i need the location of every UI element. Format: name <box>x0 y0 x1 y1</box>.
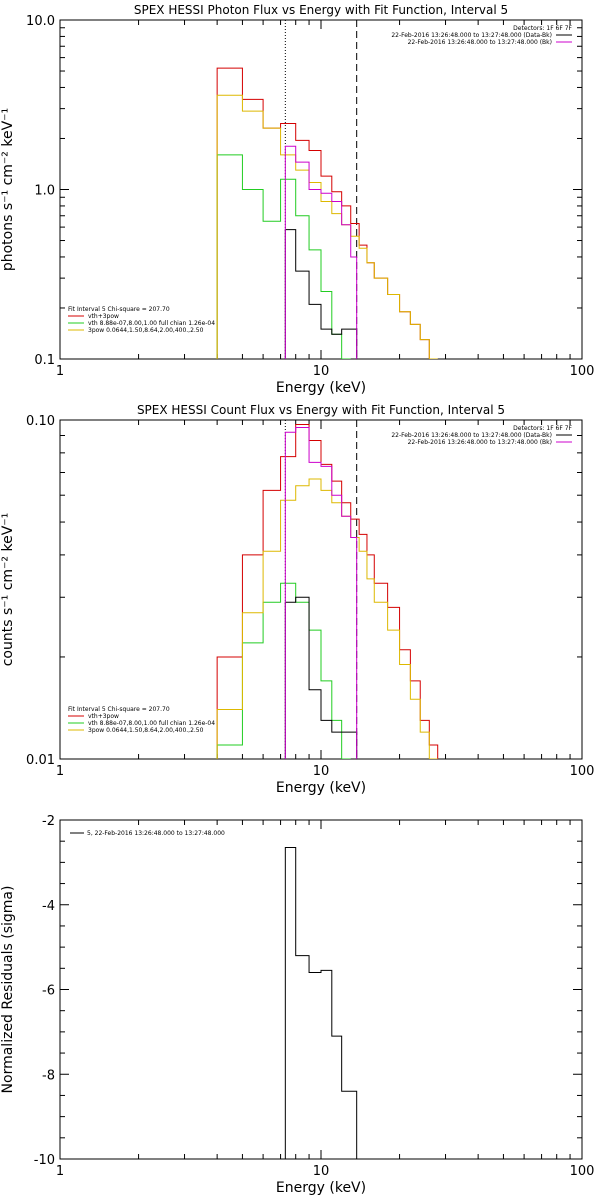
legend-right-entry: 22-Feb-2016 13:26:48.000 to 13:27:48.000… <box>391 32 552 39</box>
y-tick-label: 1.0 <box>34 184 55 199</box>
y-axis-label: photons s⁻¹ cm⁻² keV⁻¹ <box>0 108 16 271</box>
x-tick-label: 1 <box>56 364 64 379</box>
x-tick-label: 100 <box>570 764 595 779</box>
panel-3: 1 10 100 -10 -8 -6 -4 -2 Energy (keV) Normalized … <box>0 814 594 1196</box>
x-tick-label: 1 <box>56 1164 64 1179</box>
x-tick-label: 1 <box>56 764 64 779</box>
x-tick-label: 10 <box>313 364 330 379</box>
panel-1: 1 10 100 0.1 1.0 10.0 SPEX HESSI Photon Flux v… <box>0 3 594 396</box>
y-tick-label: 0.10 <box>26 414 55 429</box>
legend-left-entry: vth+3pow <box>88 713 119 720</box>
series-line-data <box>284 847 358 1159</box>
legend-left-entry: vth 8.88e-07,8.00,1.00 full chian 1.26e-… <box>88 320 215 327</box>
legend-right-entry: Detectors: 1F 6F 7F <box>513 25 572 32</box>
series-line-bkg <box>284 145 358 359</box>
y-tick-label: -10 <box>34 1153 55 1168</box>
y-tick-label: 0.1 <box>34 353 55 368</box>
series-group <box>216 423 439 759</box>
legend-left-entry: vth+3pow <box>88 313 119 320</box>
legend-right-entry: 22-Feb-2016 13:26:48.000 to 13:27:48.000… <box>408 39 552 46</box>
y-tick-label: 0.01 <box>26 753 55 768</box>
x-tick-label: 10 <box>313 1164 330 1179</box>
series-line-total <box>216 423 439 759</box>
series-group <box>284 847 358 1159</box>
series-line-powerlaw <box>216 478 438 759</box>
x-axis-label: Energy (keV) <box>276 1180 366 1196</box>
legend-right-entry: 22-Feb-2016 13:26:48.000 to 13:27:48.000… <box>391 432 552 439</box>
series-line-data <box>284 229 358 359</box>
series-line-data <box>284 596 358 759</box>
plot-frame <box>59 819 583 1160</box>
chart-title: SPEX HESSI Count Flux vs Energy with Fit… <box>137 403 505 417</box>
x-tick-label: 10 <box>313 764 330 779</box>
y-tick-label: -8 <box>42 1068 55 1083</box>
series-line-bkg <box>284 427 358 759</box>
legend-left-entry: 5, 22-Feb-2016 13:26:48.000 to 13:27:48.… <box>87 830 225 837</box>
y-axis-label: Normalized Residuals (sigma) <box>0 886 16 1094</box>
legend-right-entry: 22-Feb-2016 13:26:48.000 to 13:27:48.000… <box>408 439 552 446</box>
series-line-powerlaw <box>216 94 438 359</box>
legend-left-entry: vth 8.88e-07,8.00,1.00 full chian 1.26e-… <box>88 720 215 727</box>
legend-left-entry: Fit Interval 5 Chi-square = 207.70 <box>68 706 170 713</box>
y-tick-label: -4 <box>42 899 55 914</box>
y-tick-label: -6 <box>42 984 55 999</box>
y-tick-label: 10.0 <box>26 14 55 29</box>
series-group <box>216 67 438 359</box>
x-axis-label: Energy (keV) <box>276 780 366 796</box>
series-line-total <box>216 67 438 359</box>
x-tick-label: 100 <box>570 364 595 379</box>
series-line-thermal <box>216 154 351 359</box>
y-axis-label: counts s⁻¹ cm⁻² keV⁻¹ <box>0 513 16 667</box>
x-tick-label: 100 <box>570 1164 595 1179</box>
legend-left-entry: 3pow 0.0644,1.50,8.64,2.00,400.,2.50 <box>88 327 204 334</box>
legend-right-entry: Detectors: 1F 6F 7F <box>513 425 572 432</box>
panel-2: 1 10 100 0.01 0.10 SPEX HESSI Count Flux vs E… <box>0 403 594 796</box>
y-tick-label: -2 <box>42 814 55 829</box>
legend-left-entry: 3pow 0.0644,1.50,8.64,2.00,400.,2.50 <box>88 727 204 734</box>
chart-title: SPEX HESSI Photon Flux vs Energy with Fi… <box>134 3 508 17</box>
x-axis-label: Energy (keV) <box>276 380 366 396</box>
series-line-thermal <box>216 582 351 759</box>
legend-left-entry: Fit Interval 5 Chi-square = 207.70 <box>68 306 170 313</box>
